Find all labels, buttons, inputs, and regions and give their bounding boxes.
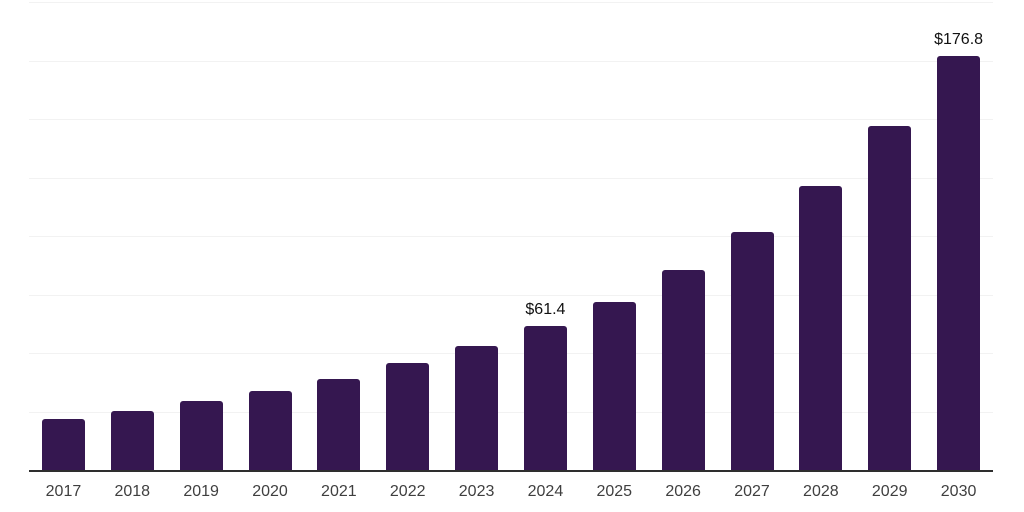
- bar-2020: [248, 390, 292, 470]
- bar-2022: [386, 363, 430, 470]
- bar-2024: [523, 326, 567, 470]
- x-tick-label-2026: 2026: [665, 483, 701, 500]
- x-axis-tick-labels: 2017 2018 2019 2020 2021 2022 2023 2024 2025 2026…: [29, 480, 993, 506]
- gridline: [29, 411, 993, 413]
- gridline: [29, 294, 993, 296]
- x-tick-label-2029: 2029: [871, 483, 908, 500]
- gridline: [29, 236, 993, 237]
- x-tick-label-2027: 2027: [734, 483, 770, 500]
- gridline: [29, 353, 993, 354]
- x-axis-line: [29, 470, 993, 472]
- bar-2025: [592, 301, 636, 470]
- x-tick-label-2020: 2020: [252, 483, 288, 500]
- gridline: [29, 60, 993, 62]
- x-tick-label-2018: 2018: [114, 483, 151, 500]
- x-tick-label-2024: 2024: [527, 483, 564, 500]
- x-tick-label-2023: 2023: [458, 483, 495, 500]
- bar-2028: [799, 186, 843, 470]
- x-tick-label-2030: 2030: [940, 483, 977, 500]
- gridline: [29, 2, 993, 3]
- bar-2021: [317, 378, 361, 470]
- x-tick-label-2019: 2019: [183, 483, 219, 500]
- bar-2026: [661, 269, 705, 470]
- bar-2030: [937, 56, 981, 470]
- bar-2023: [455, 346, 499, 470]
- gridline: [29, 119, 993, 120]
- x-tick-label-2021: 2021: [321, 483, 357, 500]
- plot-area: $61.4 $176.8: [29, 2, 993, 472]
- bar-2017: [41, 419, 85, 470]
- bar-2019: [179, 400, 223, 470]
- x-tick-label-2025: 2025: [596, 483, 633, 500]
- x-tick-label-2017: 2017: [45, 483, 82, 500]
- bar-2029: [868, 126, 912, 470]
- bar-value-label-2024: $61.4: [525, 301, 566, 319]
- gridline: [29, 177, 993, 179]
- x-tick-label-2022: 2022: [389, 483, 426, 500]
- bar-value-label-2030: $176.8: [934, 31, 984, 49]
- bar-2027: [730, 232, 774, 470]
- bar-2018: [110, 411, 154, 470]
- x-tick-label-2028: 2028: [803, 483, 839, 500]
